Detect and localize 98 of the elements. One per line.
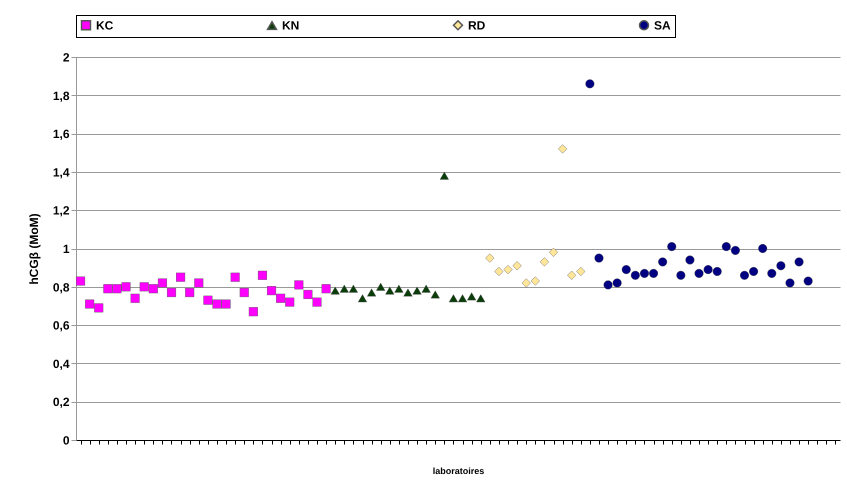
point [203, 296, 212, 305]
point [740, 270, 750, 280]
point [322, 284, 331, 294]
y-tick-label: 0,2 [52, 395, 70, 410]
point [676, 270, 686, 280]
point [658, 257, 668, 266]
point [140, 282, 149, 292]
legend-label: RD [468, 18, 486, 32]
point [749, 266, 758, 276]
legend-label: KC [96, 18, 114, 32]
point [430, 290, 440, 298]
point [722, 242, 731, 252]
point [121, 282, 131, 292]
point [258, 270, 267, 280]
point [394, 284, 404, 293]
point [494, 266, 504, 276]
point [667, 242, 676, 252]
point [804, 276, 813, 286]
point [367, 288, 376, 296]
point [704, 265, 713, 274]
point [630, 270, 640, 280]
point [476, 294, 486, 302]
point [222, 300, 231, 309]
point [576, 266, 586, 276]
point [612, 278, 622, 288]
point [94, 303, 104, 312]
point [240, 288, 249, 298]
point [694, 268, 704, 278]
point [276, 294, 286, 303]
point [785, 278, 795, 288]
point [312, 298, 322, 307]
point [530, 276, 540, 286]
y-tick-label: 0,8 [52, 280, 70, 294]
point [594, 254, 604, 263]
y-tick-label: 0 [62, 434, 70, 448]
point [467, 292, 476, 300]
point [130, 294, 140, 303]
point [422, 284, 431, 293]
point [303, 290, 312, 299]
y-tick-label: 1,4 [52, 165, 70, 180]
x-axis-title: laboratoires [432, 466, 484, 476]
point [758, 244, 768, 254]
point [485, 254, 494, 263]
point [622, 265, 631, 274]
y-tick-label: 2 [62, 50, 70, 64]
point [548, 248, 558, 257]
point [112, 284, 122, 294]
point [448, 294, 458, 302]
point [440, 172, 449, 180]
point [158, 278, 167, 288]
point [230, 272, 240, 282]
point [194, 278, 204, 288]
point [458, 294, 468, 302]
point [730, 246, 740, 255]
point [712, 266, 722, 276]
point [348, 284, 358, 293]
y-tick-label: 1,8 [52, 88, 70, 103]
point [604, 280, 613, 290]
y-tick-label: 1 [62, 242, 70, 256]
point [340, 284, 349, 293]
point [185, 288, 194, 298]
point [567, 270, 576, 280]
point [512, 261, 522, 270]
point [403, 288, 413, 296]
point [248, 307, 258, 316]
legend-label: KN [282, 18, 300, 33]
point [540, 257, 549, 266]
point [522, 278, 531, 288]
point [585, 79, 594, 88]
point [558, 144, 568, 154]
point [649, 268, 658, 278]
point [385, 286, 394, 295]
y-tick-label: 1,2 [52, 204, 70, 218]
point [640, 268, 649, 278]
point [767, 268, 776, 278]
point [76, 276, 86, 286]
point [85, 300, 94, 309]
point [267, 286, 276, 296]
y-tick-label: 0,4 [52, 356, 70, 371]
point [376, 282, 386, 291]
legend-label: SA [654, 18, 672, 32]
point [503, 265, 513, 274]
point [285, 298, 294, 307]
point [412, 286, 422, 295]
point [794, 257, 804, 266]
y-tick-label: 1,6 [52, 127, 70, 142]
point [166, 288, 176, 298]
point [176, 272, 186, 282]
point [103, 284, 112, 294]
point [330, 286, 340, 295]
y-tick-label: 0,6 [52, 318, 70, 333]
point [776, 261, 786, 270]
point [148, 284, 158, 294]
point [212, 300, 222, 309]
point [685, 255, 694, 265]
y-axis-title: hCGβ (MoM) [26, 213, 41, 285]
point [358, 294, 368, 302]
point [294, 280, 304, 290]
